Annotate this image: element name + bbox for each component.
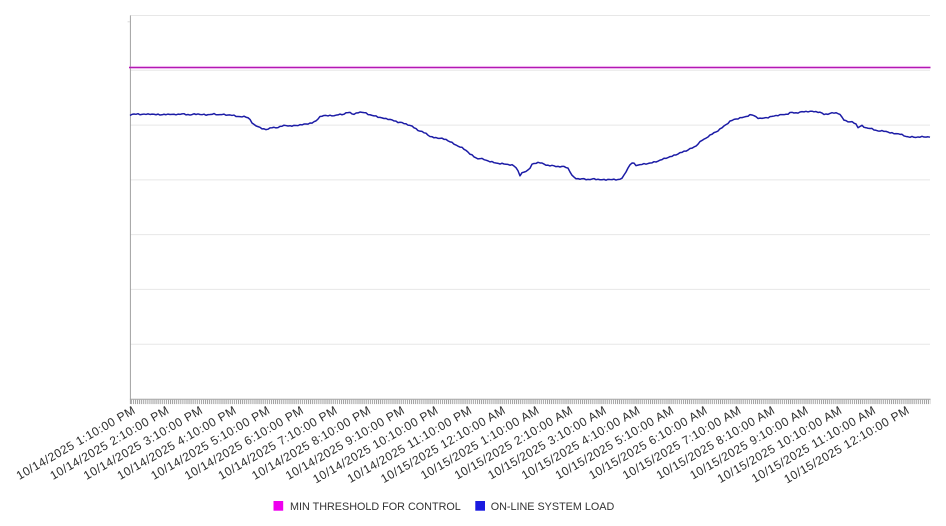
svg-text:ON-LINE SYSTEM LOAD: ON-LINE SYSTEM LOAD bbox=[491, 501, 615, 513]
svg-text:MIN THRESHOLD FOR CONTROL: MIN THRESHOLD FOR CONTROL bbox=[290, 501, 461, 513]
